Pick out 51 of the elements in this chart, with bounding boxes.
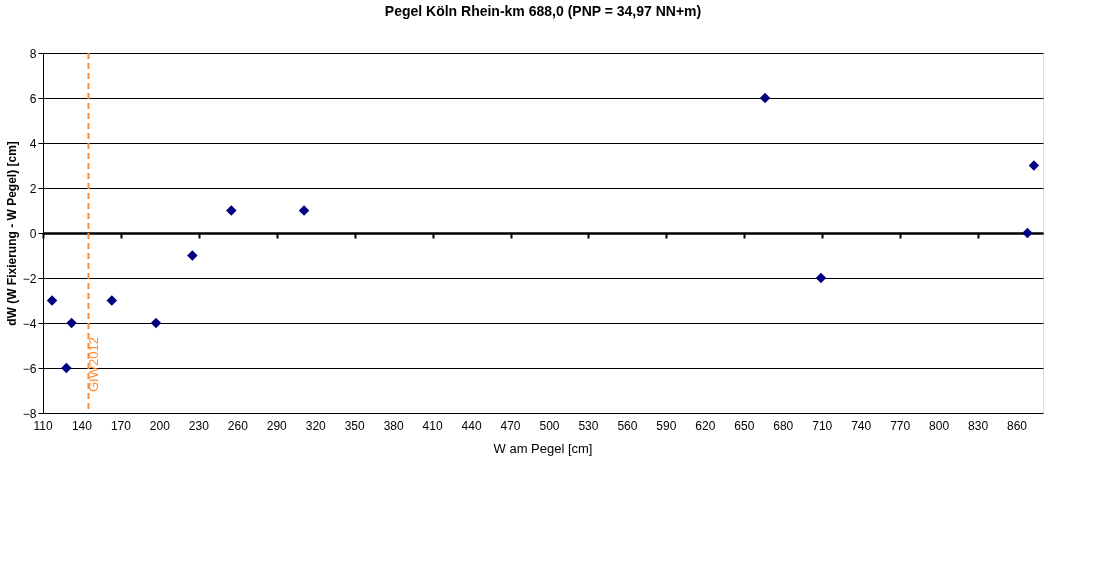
y-axis-title: dW (W Fixierung - W Pegel) [cm] [4,141,19,326]
y-tick-label: −4 [22,316,37,331]
x-tick-label: 410 [422,419,443,433]
point [815,272,827,284]
x-tick-label: 110 [33,419,53,433]
chart-title: Pegel Köln Rhein-km 688,0 (PNP = 34,97 NN+m) [384,3,702,19]
x-tick-label: 530 [578,419,599,433]
y-tick-label: 8 [29,46,37,61]
point [1028,160,1040,171]
x-tick-label: 860 [1007,419,1028,433]
y-tick-label: 0 [29,226,37,241]
x-tick-label: 290 [266,419,288,433]
x-tick-label: 500 [539,419,560,433]
x-axis-title: W am Pegel [cm] [493,441,593,456]
point [46,295,58,306]
x-tick-label: 140 [71,419,93,433]
y-tick-label: −8 [22,406,37,421]
x-tick-label: 800 [929,419,950,433]
x-tick-label: 590 [656,419,677,433]
point [759,92,771,104]
y-tick-label: 6 [29,91,37,106]
x-tick-label: 830 [968,419,989,433]
x-tick-label: 200 [149,419,171,433]
point [1022,227,1033,239]
x-tick-label: 770 [890,419,911,433]
point [106,295,118,306]
x-tick-label: 560 [617,419,638,433]
point [226,205,237,216]
x-tick-label: 710 [812,419,833,433]
x-tick-label: 470 [500,419,521,433]
x-tick-label: 620 [695,419,716,433]
x-tick-label: 320 [305,419,327,433]
x-tick-label: 350 [344,419,366,433]
x-tick-label: 230 [188,419,210,433]
x-tick-label: 650 [734,419,755,433]
x-tick-label: 170 [110,419,132,433]
x-tick-label: 740 [851,419,872,433]
x-tick-label: 440 [461,419,482,433]
y-tick-label: 2 [29,181,37,196]
point [187,250,198,261]
x-tick-label: 260 [227,419,249,433]
point [61,362,72,374]
x-tick-label: 680 [773,419,794,433]
point [298,205,310,216]
x-tick-label: 380 [383,419,404,433]
y-tick-label: −2 [22,271,37,286]
point [150,317,162,329]
y-tick-label: 4 [29,136,37,151]
point [66,317,77,329]
y-tick-label: −6 [22,361,37,376]
ref-line-label: GIW2012 [86,337,102,392]
